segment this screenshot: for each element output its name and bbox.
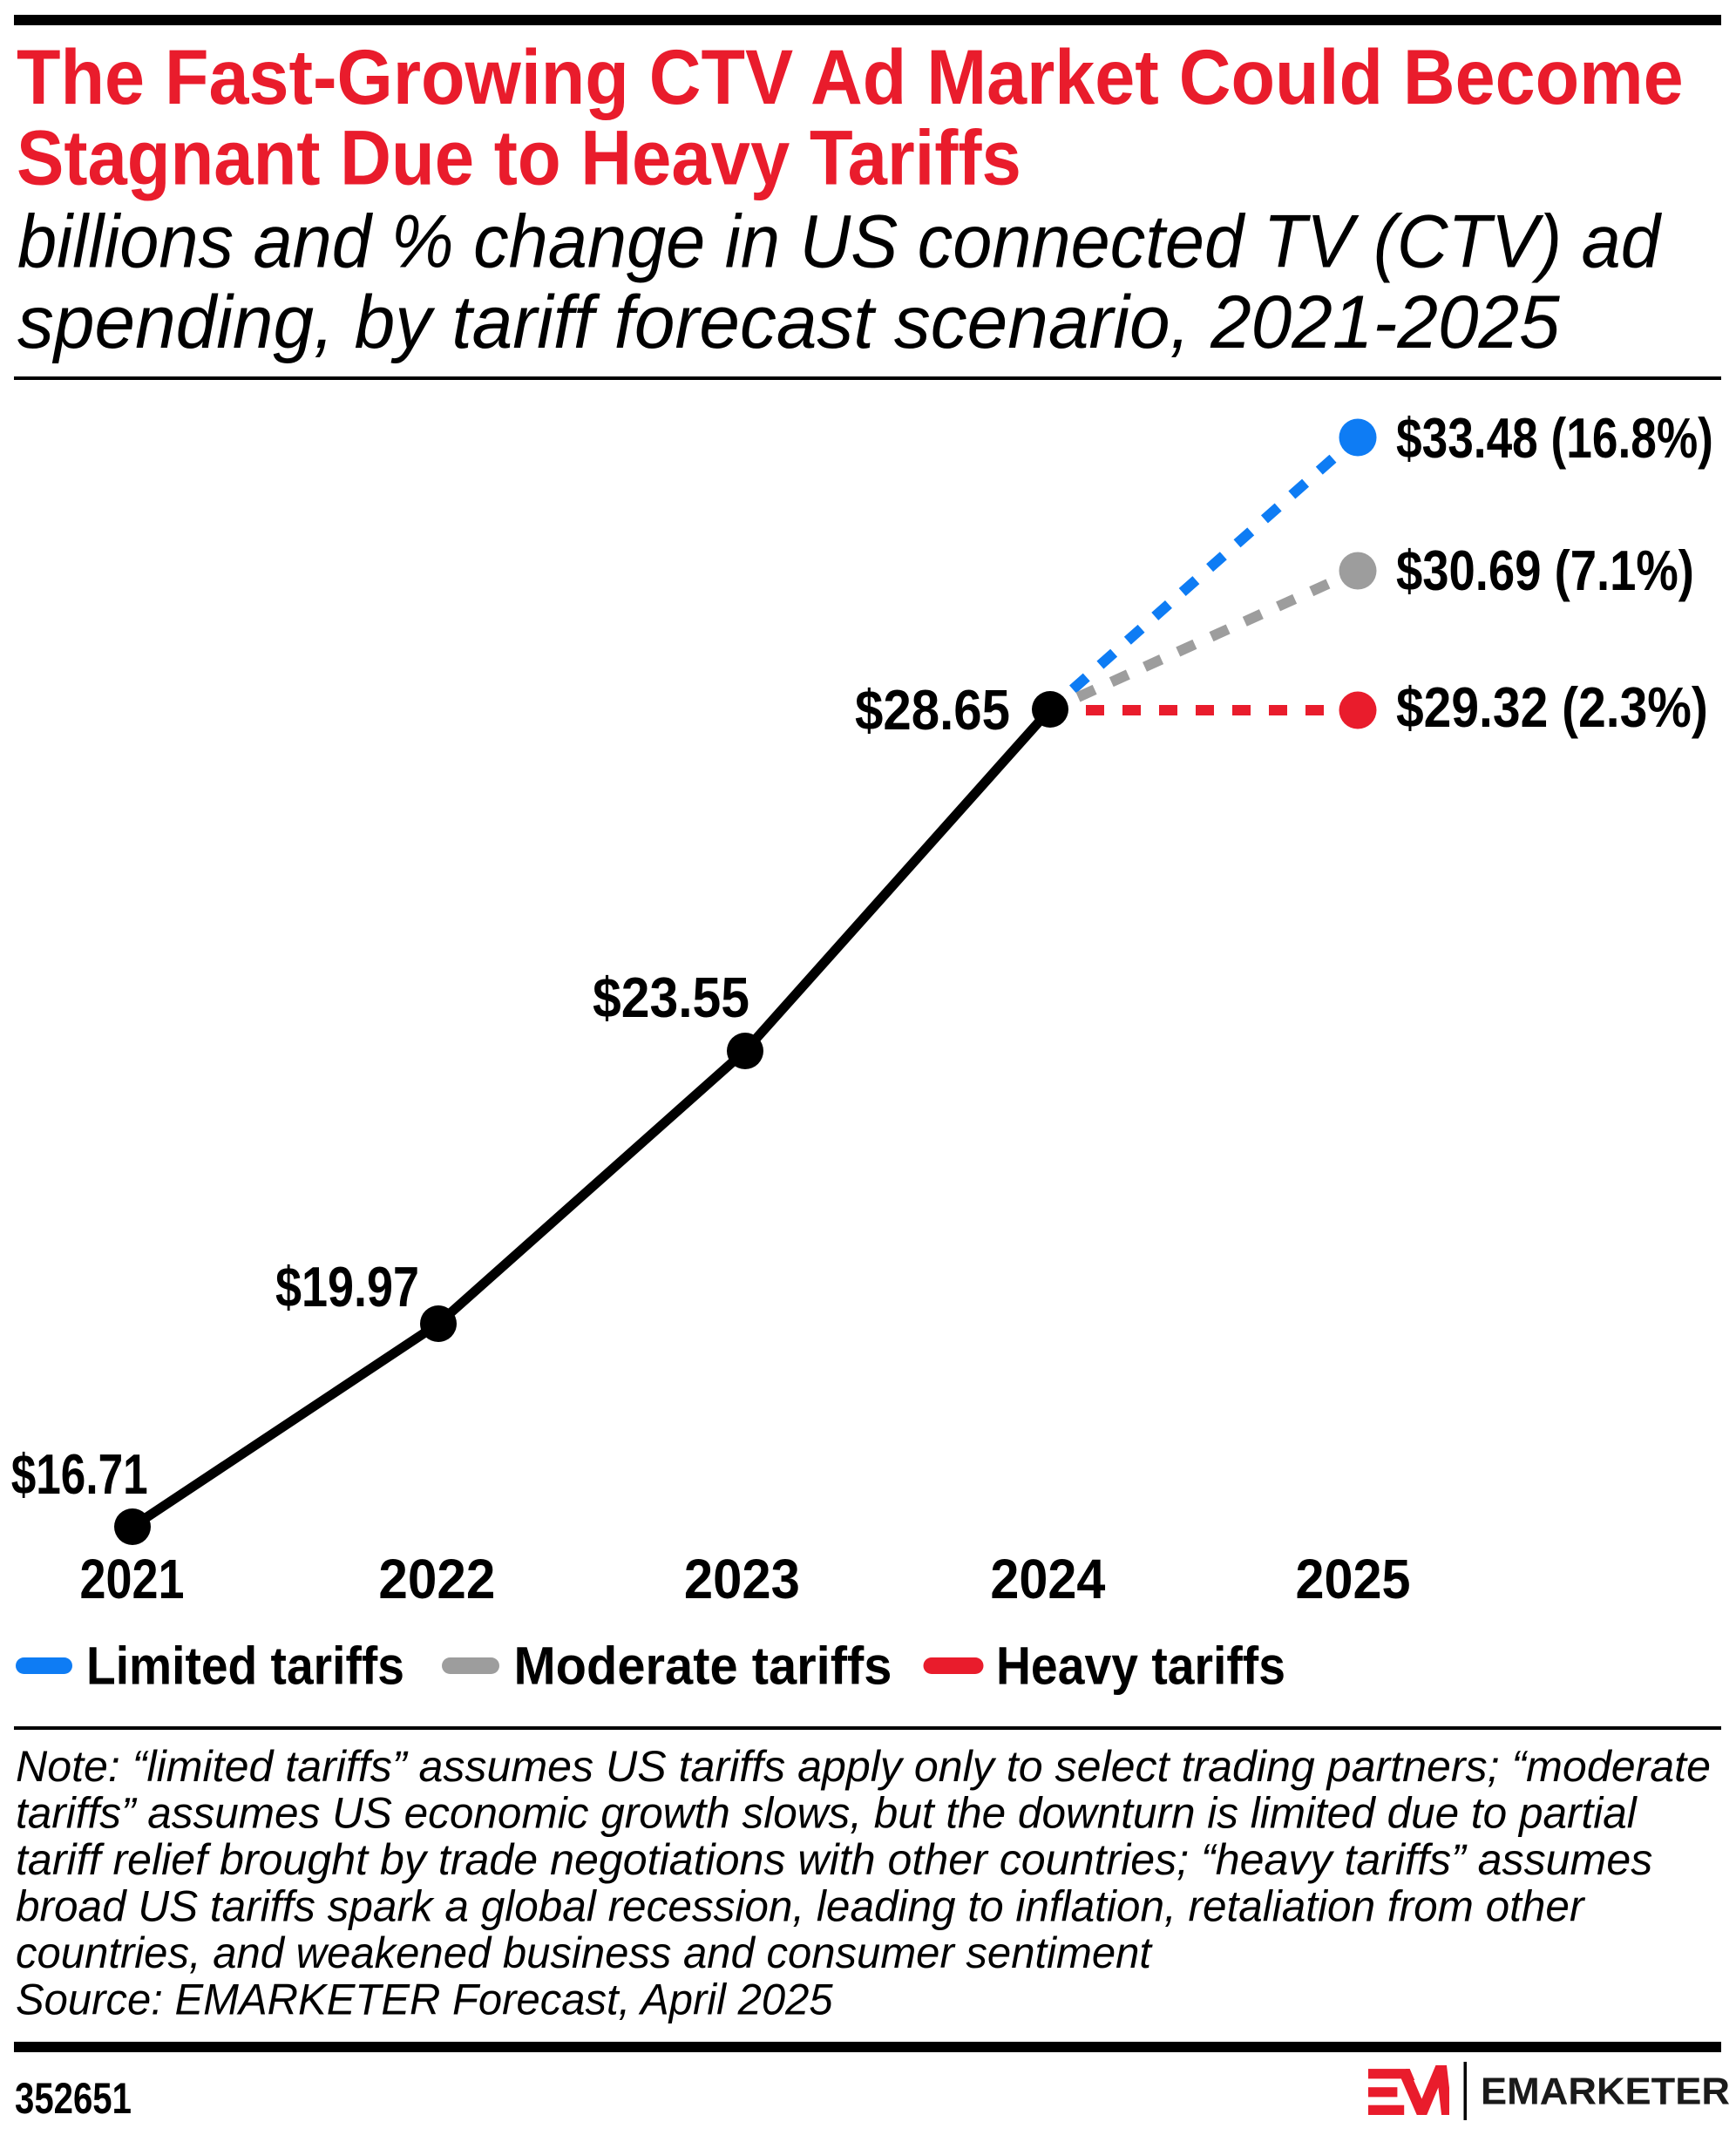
svg-text:Stagnant Due to Heavy Tariffs: Stagnant Due to Heavy Tariffs: [17, 115, 1021, 201]
svg-text:$28.65: $28.65: [855, 679, 1010, 742]
svg-text:$16.71: $16.71: [11, 1443, 148, 1506]
svg-text:Moderate tariffs: Moderate tariffs: [514, 1636, 892, 1696]
svg-text:$33.48 (16.8%): $33.48 (16.8%): [1396, 406, 1713, 470]
svg-text:Limited tariffs: Limited tariffs: [86, 1637, 404, 1696]
svg-text:billions and % change in US co: billions and % change in US connected TV…: [17, 199, 1662, 283]
svg-text:broad US tariffs spark a globa: broad US tariffs spark a global recessio…: [16, 1881, 1586, 1930]
svg-text:Heavy tariffs: Heavy tariffs: [996, 1637, 1285, 1696]
svg-text:Note: “limited tariffs” assume: Note: “limited tariffs” assumes US tarif…: [16, 1742, 1711, 1791]
svg-text:The Fast-Growing CTV Ad Market: The Fast-Growing CTV Ad Market Could Bec…: [17, 34, 1684, 120]
svg-text:EMARKETER: EMARKETER: [1481, 2071, 1730, 2112]
svg-text:tariffs” assumes US economic g: tariffs” assumes US economic growth slow…: [16, 1788, 1638, 1837]
svg-text:countries, and weakened busine: countries, and weakened business and con…: [16, 1929, 1153, 1978]
svg-text:$19.97: $19.97: [275, 1255, 419, 1318]
svg-text:spending, by tariff forecast s: spending, by tariff forecast scenario, 2…: [17, 280, 1561, 363]
svg-text:2025: 2025: [1296, 1549, 1411, 1611]
svg-text:352651: 352651: [15, 2074, 132, 2123]
svg-text:2021: 2021: [80, 1548, 185, 1610]
svg-text:$30.69 (7.1%): $30.69 (7.1%): [1396, 539, 1694, 602]
svg-text:$29.32 (2.3%): $29.32 (2.3%): [1396, 676, 1708, 739]
svg-text:2024: 2024: [990, 1549, 1105, 1611]
svg-text:tariff relief brought by trade: tariff relief brought by trade negotiati…: [16, 1835, 1652, 1884]
svg-text:2022: 2022: [378, 1549, 495, 1610]
svg-text:Source: EMARKETER Forecast, Ap: Source: EMARKETER Forecast, April 2025: [16, 1976, 833, 2024]
svg-text:$23.55: $23.55: [593, 966, 749, 1029]
svg-text:2023: 2023: [684, 1549, 800, 1610]
